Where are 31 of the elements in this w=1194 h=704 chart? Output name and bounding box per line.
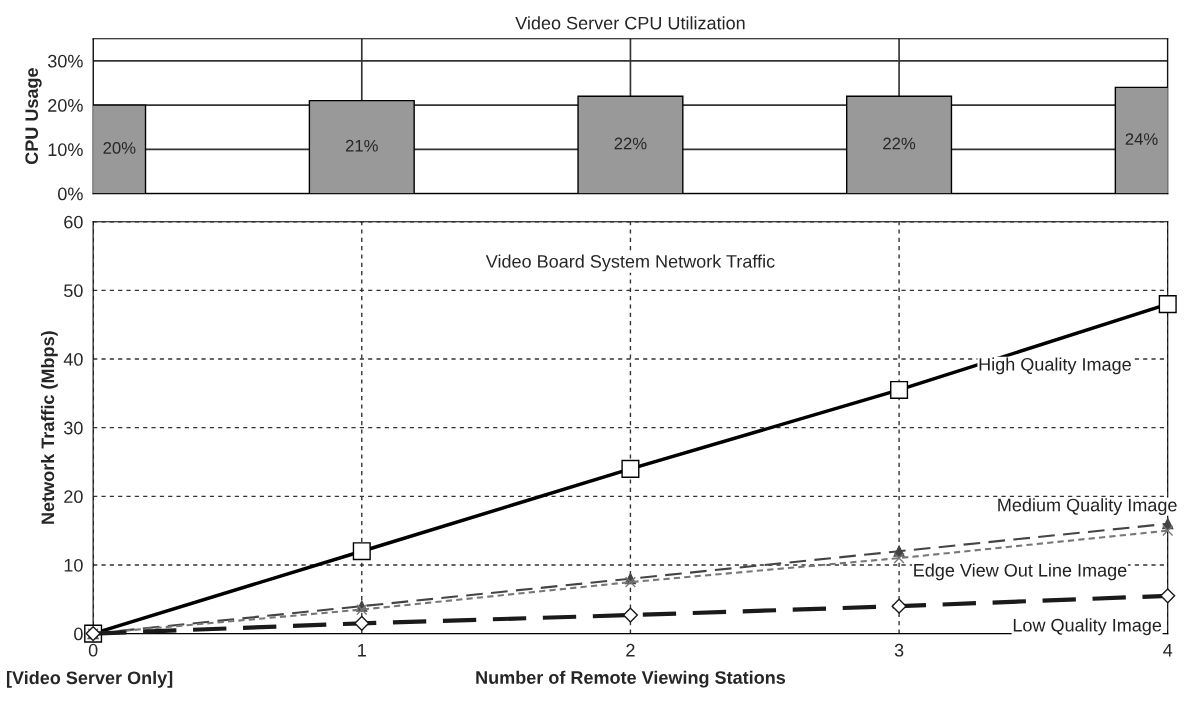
x-tick-label: 3 — [894, 643, 904, 657]
x-tick-label: 4 — [1163, 643, 1173, 657]
data-label: 24% — [1125, 133, 1158, 145]
y-tick-label: 20 — [64, 490, 83, 504]
data-label: 22% — [614, 137, 647, 150]
series-label: High Quality Image — [979, 357, 1131, 375]
y-tick-label: 0 — [74, 627, 83, 641]
x-axis-title: Number of Remote Viewing Stations — [476, 670, 786, 688]
y-tick-label: 50 — [64, 284, 83, 298]
text: [Video Server Only] — [6, 670, 173, 688]
text: Video Board System Network Traffic — [485, 254, 775, 272]
y-tick-label: 30 — [64, 421, 83, 435]
y-axis-title: CPU Usage — [25, 68, 42, 165]
series-label: Edge View Out Line Image — [914, 563, 1127, 581]
y-tick-label: 60 — [64, 215, 83, 229]
data-label: 21% — [345, 139, 378, 152]
data-label: 22% — [883, 137, 916, 150]
x-tick-label: 2 — [626, 643, 635, 657]
y-tick-label: 20% — [48, 99, 83, 112]
x-tick-label: 0 — [88, 643, 98, 657]
series-label: Medium Quality Image — [998, 498, 1177, 516]
data-label: 20% — [103, 142, 136, 154]
y-tick-label: 10% — [48, 143, 83, 157]
series-label: Low Quality Image — [1013, 618, 1162, 636]
y-tick-label: 0% — [58, 187, 83, 201]
y-axis-title: Network Traffic (Mbps) — [40, 331, 58, 524]
y-tick-label: 30% — [47, 54, 83, 68]
chart-title: Video Server CPU Utilization — [515, 16, 745, 30]
x-tick-label: 1 — [358, 643, 366, 657]
y-tick-label: 10 — [64, 558, 83, 572]
y-tick-label: 40 — [63, 352, 83, 366]
